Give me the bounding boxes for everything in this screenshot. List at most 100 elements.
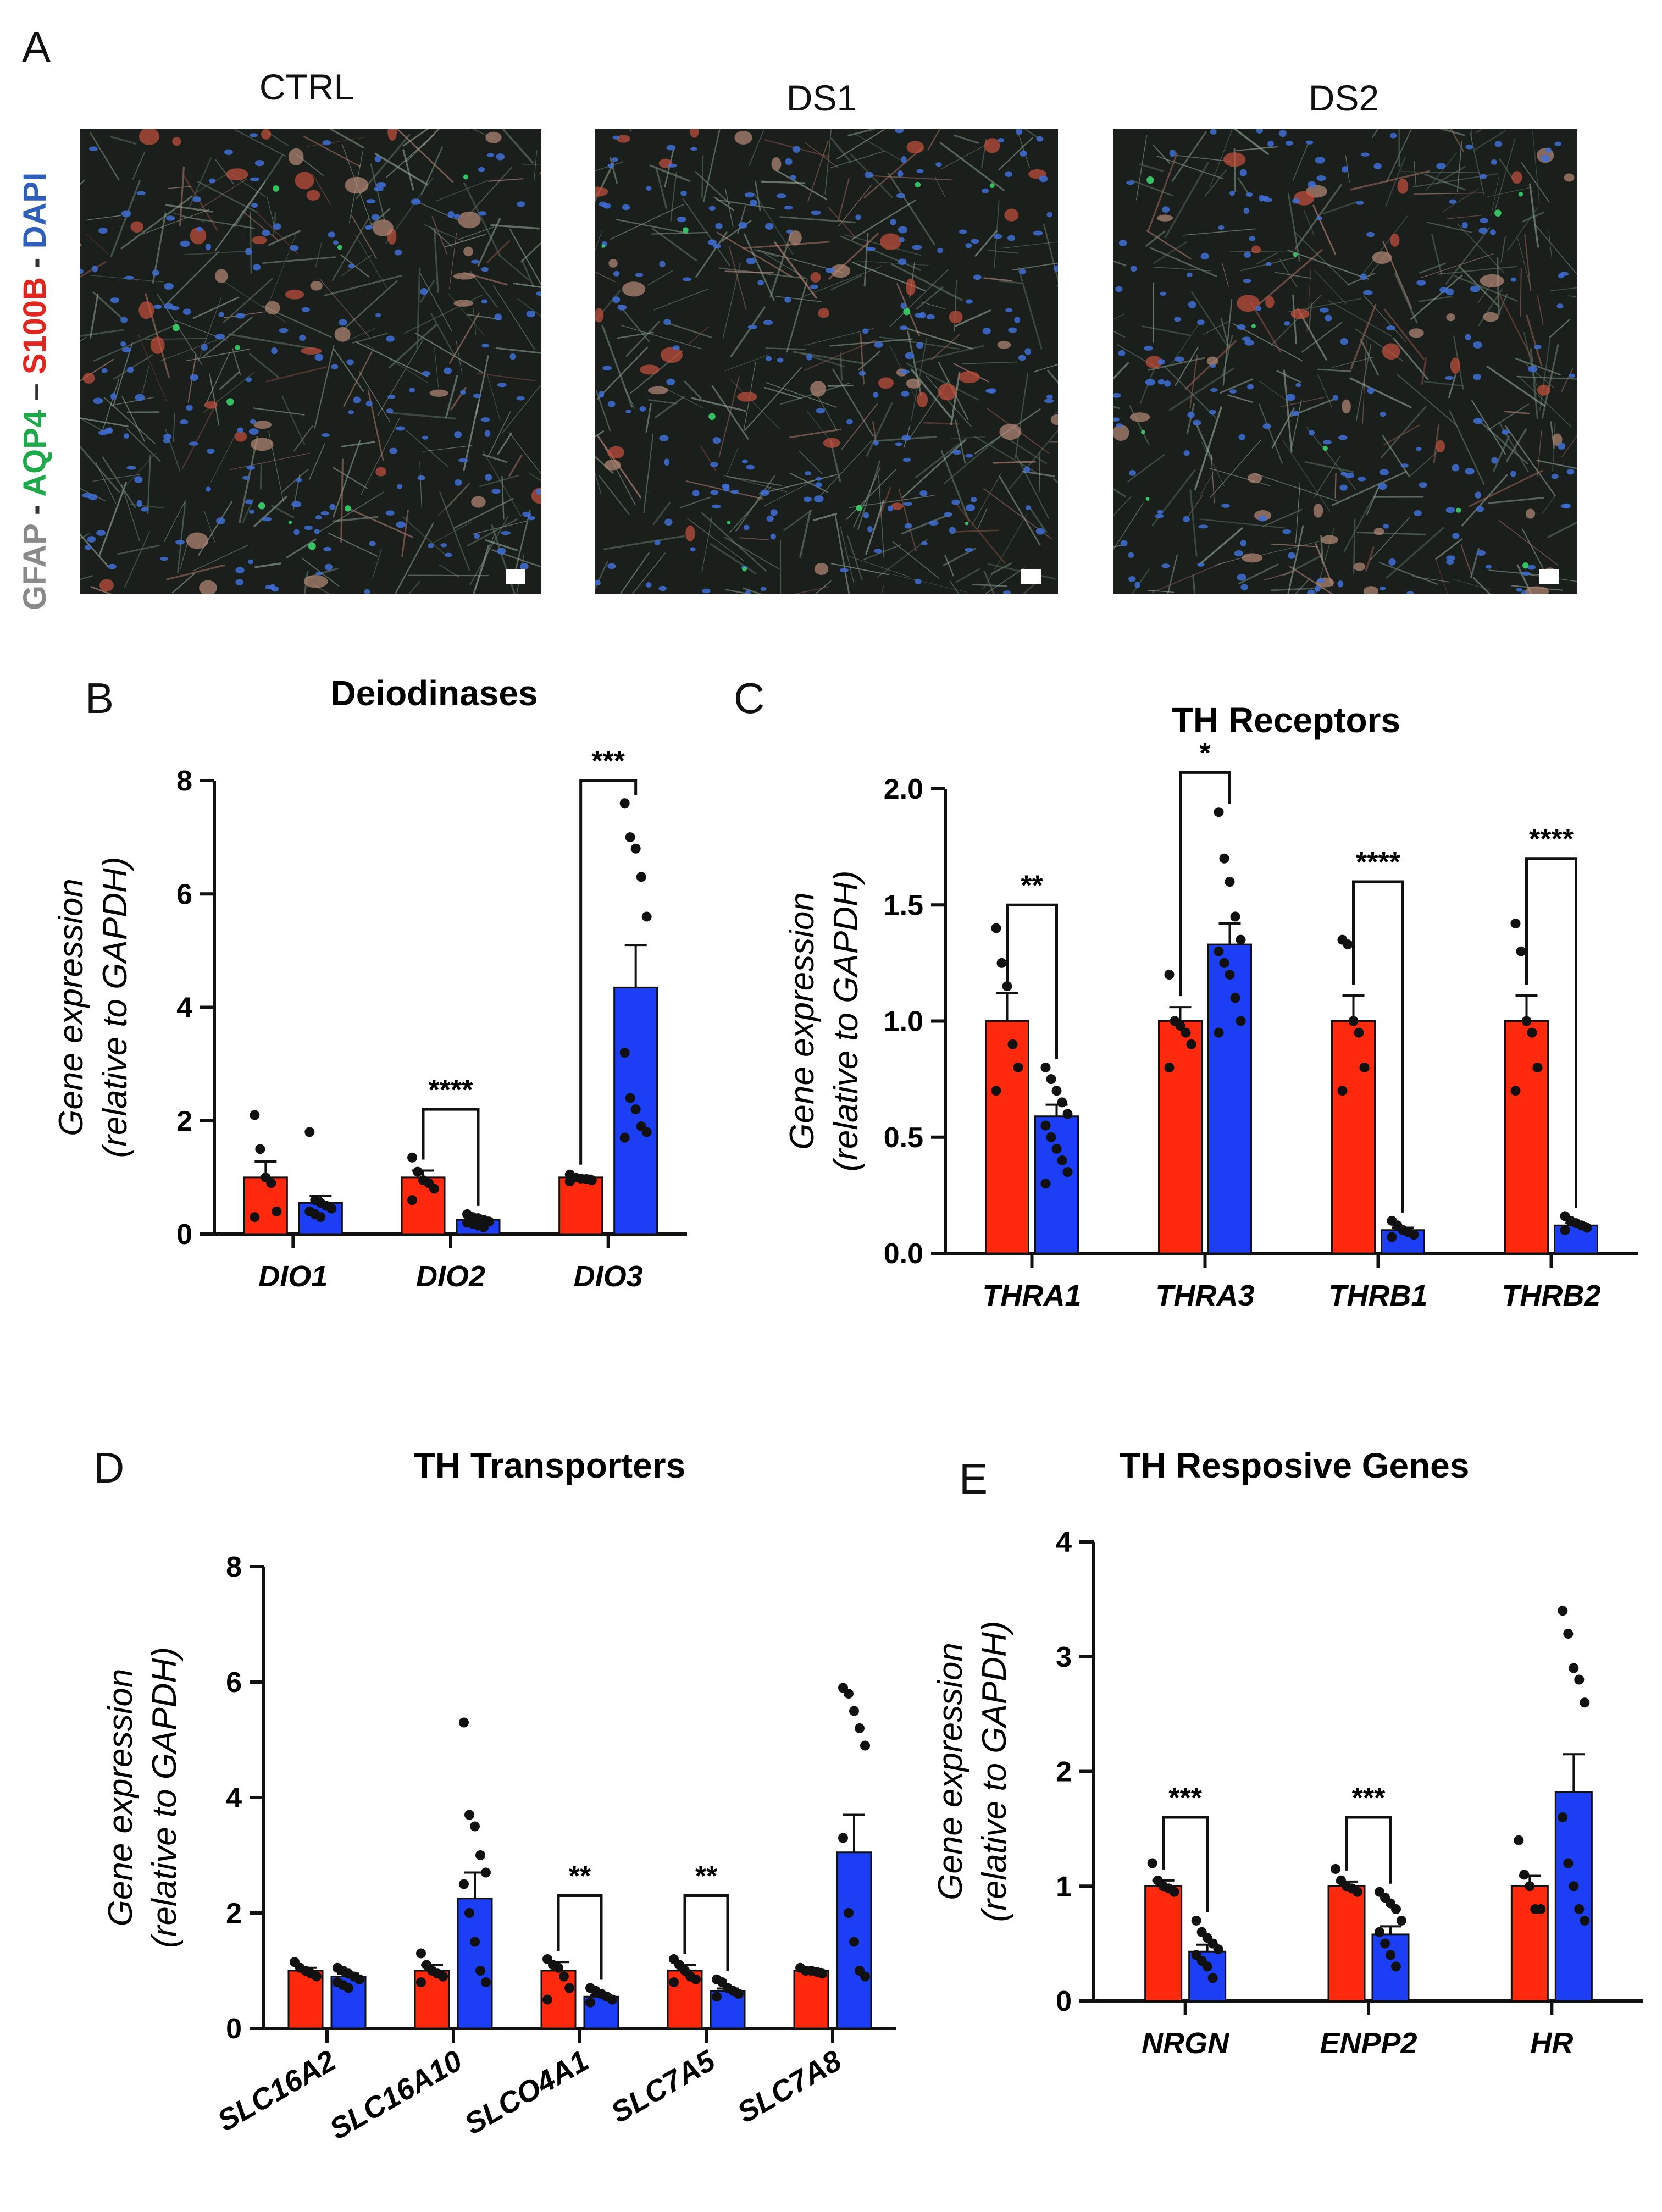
data-point	[1519, 1870, 1530, 1880]
data-point	[607, 1994, 617, 2005]
aqp4-spots	[601, 181, 995, 572]
significance-label: ***	[1168, 1782, 1202, 1814]
data-point	[1202, 1961, 1212, 1972]
y-tick-label: 4	[176, 992, 192, 1024]
data-point	[1213, 1944, 1223, 1955]
data-point	[1569, 1663, 1579, 1673]
data-point	[1236, 934, 1246, 945]
data-point	[1521, 1016, 1532, 1026]
y-tick-label: 2.0	[884, 773, 923, 805]
data-point	[636, 872, 646, 882]
data-point	[817, 1968, 827, 1979]
stain-sep-3: -	[17, 248, 53, 277]
significance-bracket: ****	[422, 1074, 480, 1206]
data-point	[326, 1203, 337, 1214]
data-point	[553, 1962, 563, 1973]
data-point	[429, 1184, 439, 1194]
data-point	[1582, 1223, 1592, 1233]
data-point	[416, 1977, 426, 1987]
data-point	[1536, 1904, 1546, 1914]
data-point	[838, 1833, 848, 1843]
bar	[1331, 1020, 1376, 1254]
bar	[1144, 1885, 1183, 2002]
y-axis-label-sub: (relative to GAPDH)	[96, 857, 134, 1158]
bar	[793, 1970, 829, 2029]
bar	[1327, 1885, 1366, 2002]
significance-bracket: **	[557, 1861, 603, 1980]
significance-bracket: ***	[1162, 1782, 1209, 1912]
data-point	[1219, 958, 1229, 968]
data-point	[272, 1206, 282, 1216]
chart-th-receptors: TH Receptors Gene expression (relative to …	[736, 700, 1649, 1363]
bar	[985, 1020, 1029, 1254]
stain-sep-1: -	[17, 496, 53, 524]
significance-label: ****	[1356, 847, 1401, 878]
data-point	[855, 1723, 865, 1733]
micrograph-title-ctrl: CTRL	[259, 67, 354, 107]
y-tick-label: 4	[226, 1782, 242, 1814]
data-point	[1516, 946, 1526, 956]
micrograph-title-ds2: DS2	[1308, 78, 1380, 118]
data-point	[407, 1152, 417, 1163]
data-point	[1062, 1109, 1073, 1119]
micrograph-title-ds1: DS1	[786, 78, 857, 118]
stain-aqp4: AQP4	[17, 410, 53, 497]
aqp4-spots	[172, 174, 469, 550]
data-point	[1051, 1143, 1062, 1154]
significance-label: ***	[1352, 1782, 1386, 1814]
x-tick-label: SLC16A2	[212, 2044, 341, 2138]
y-axis-label: Gene expression	[102, 1669, 140, 1927]
data-point	[849, 1706, 859, 1716]
bar	[1554, 1791, 1593, 2002]
x-tick-label: THRB1	[1328, 1279, 1427, 1312]
x-tick-label: DIO3	[574, 1260, 643, 1293]
chart-title: TH Transporters	[414, 1446, 685, 1485]
data-point	[1186, 1039, 1196, 1049]
stain-label: GFAP - AQP4 – S100B - DAPI	[16, 173, 53, 610]
data-point	[250, 1212, 260, 1223]
micrograph-ctrl	[80, 129, 541, 594]
y-axis-label: Gene expression	[783, 892, 821, 1150]
data-point	[564, 1176, 575, 1187]
data-point	[1051, 1086, 1062, 1096]
data-point	[250, 1110, 260, 1120]
data-point	[1525, 1881, 1535, 1892]
x-tick-label: DIO2	[416, 1260, 485, 1293]
x-tick-label: THRA1	[982, 1279, 1081, 1312]
panel-letter-b: B	[85, 674, 114, 722]
data-point	[1207, 1973, 1218, 1983]
data-point	[1558, 1606, 1568, 1616]
data-point	[1386, 1950, 1395, 1960]
y-axis-label: Gene expression	[932, 1643, 970, 1900]
data-point	[479, 1222, 489, 1232]
data-point	[1532, 1063, 1543, 1072]
data-point	[1337, 1086, 1348, 1096]
bar	[457, 1898, 493, 2029]
bar	[1504, 1020, 1549, 1254]
data-point	[1040, 1063, 1051, 1072]
data-point	[1510, 919, 1521, 929]
significance-bracket: **	[683, 1861, 729, 1971]
chart-th-transporters: TH Transporters Gene expression (relative …	[33, 1446, 923, 2204]
scale-bar	[506, 569, 525, 584]
data-point	[1569, 1881, 1579, 1892]
chart-th-responsive-genes: TH Resposive Genes Gene expression (relati…	[932, 1446, 1649, 2160]
data-point	[860, 1740, 870, 1751]
data-point	[619, 798, 630, 809]
significance-bracket: ****	[1352, 847, 1404, 1213]
data-point	[1230, 993, 1240, 1003]
y-tick-label: 1	[1056, 1871, 1072, 1903]
significance-label: ***	[591, 745, 625, 777]
data-point	[470, 1937, 480, 1947]
data-point	[630, 843, 641, 854]
data-point	[619, 1048, 630, 1058]
data-point	[1230, 911, 1240, 922]
y-tick-label: 0	[1056, 1986, 1072, 2017]
dapi-nuclei	[1113, 129, 1575, 594]
bar	[1510, 1885, 1549, 2002]
data-point	[1007, 1039, 1018, 1049]
data-point	[481, 1977, 491, 1987]
scale-bar	[1539, 569, 1559, 584]
data-point	[1574, 1674, 1585, 1685]
significance-label: **	[695, 1861, 718, 1893]
